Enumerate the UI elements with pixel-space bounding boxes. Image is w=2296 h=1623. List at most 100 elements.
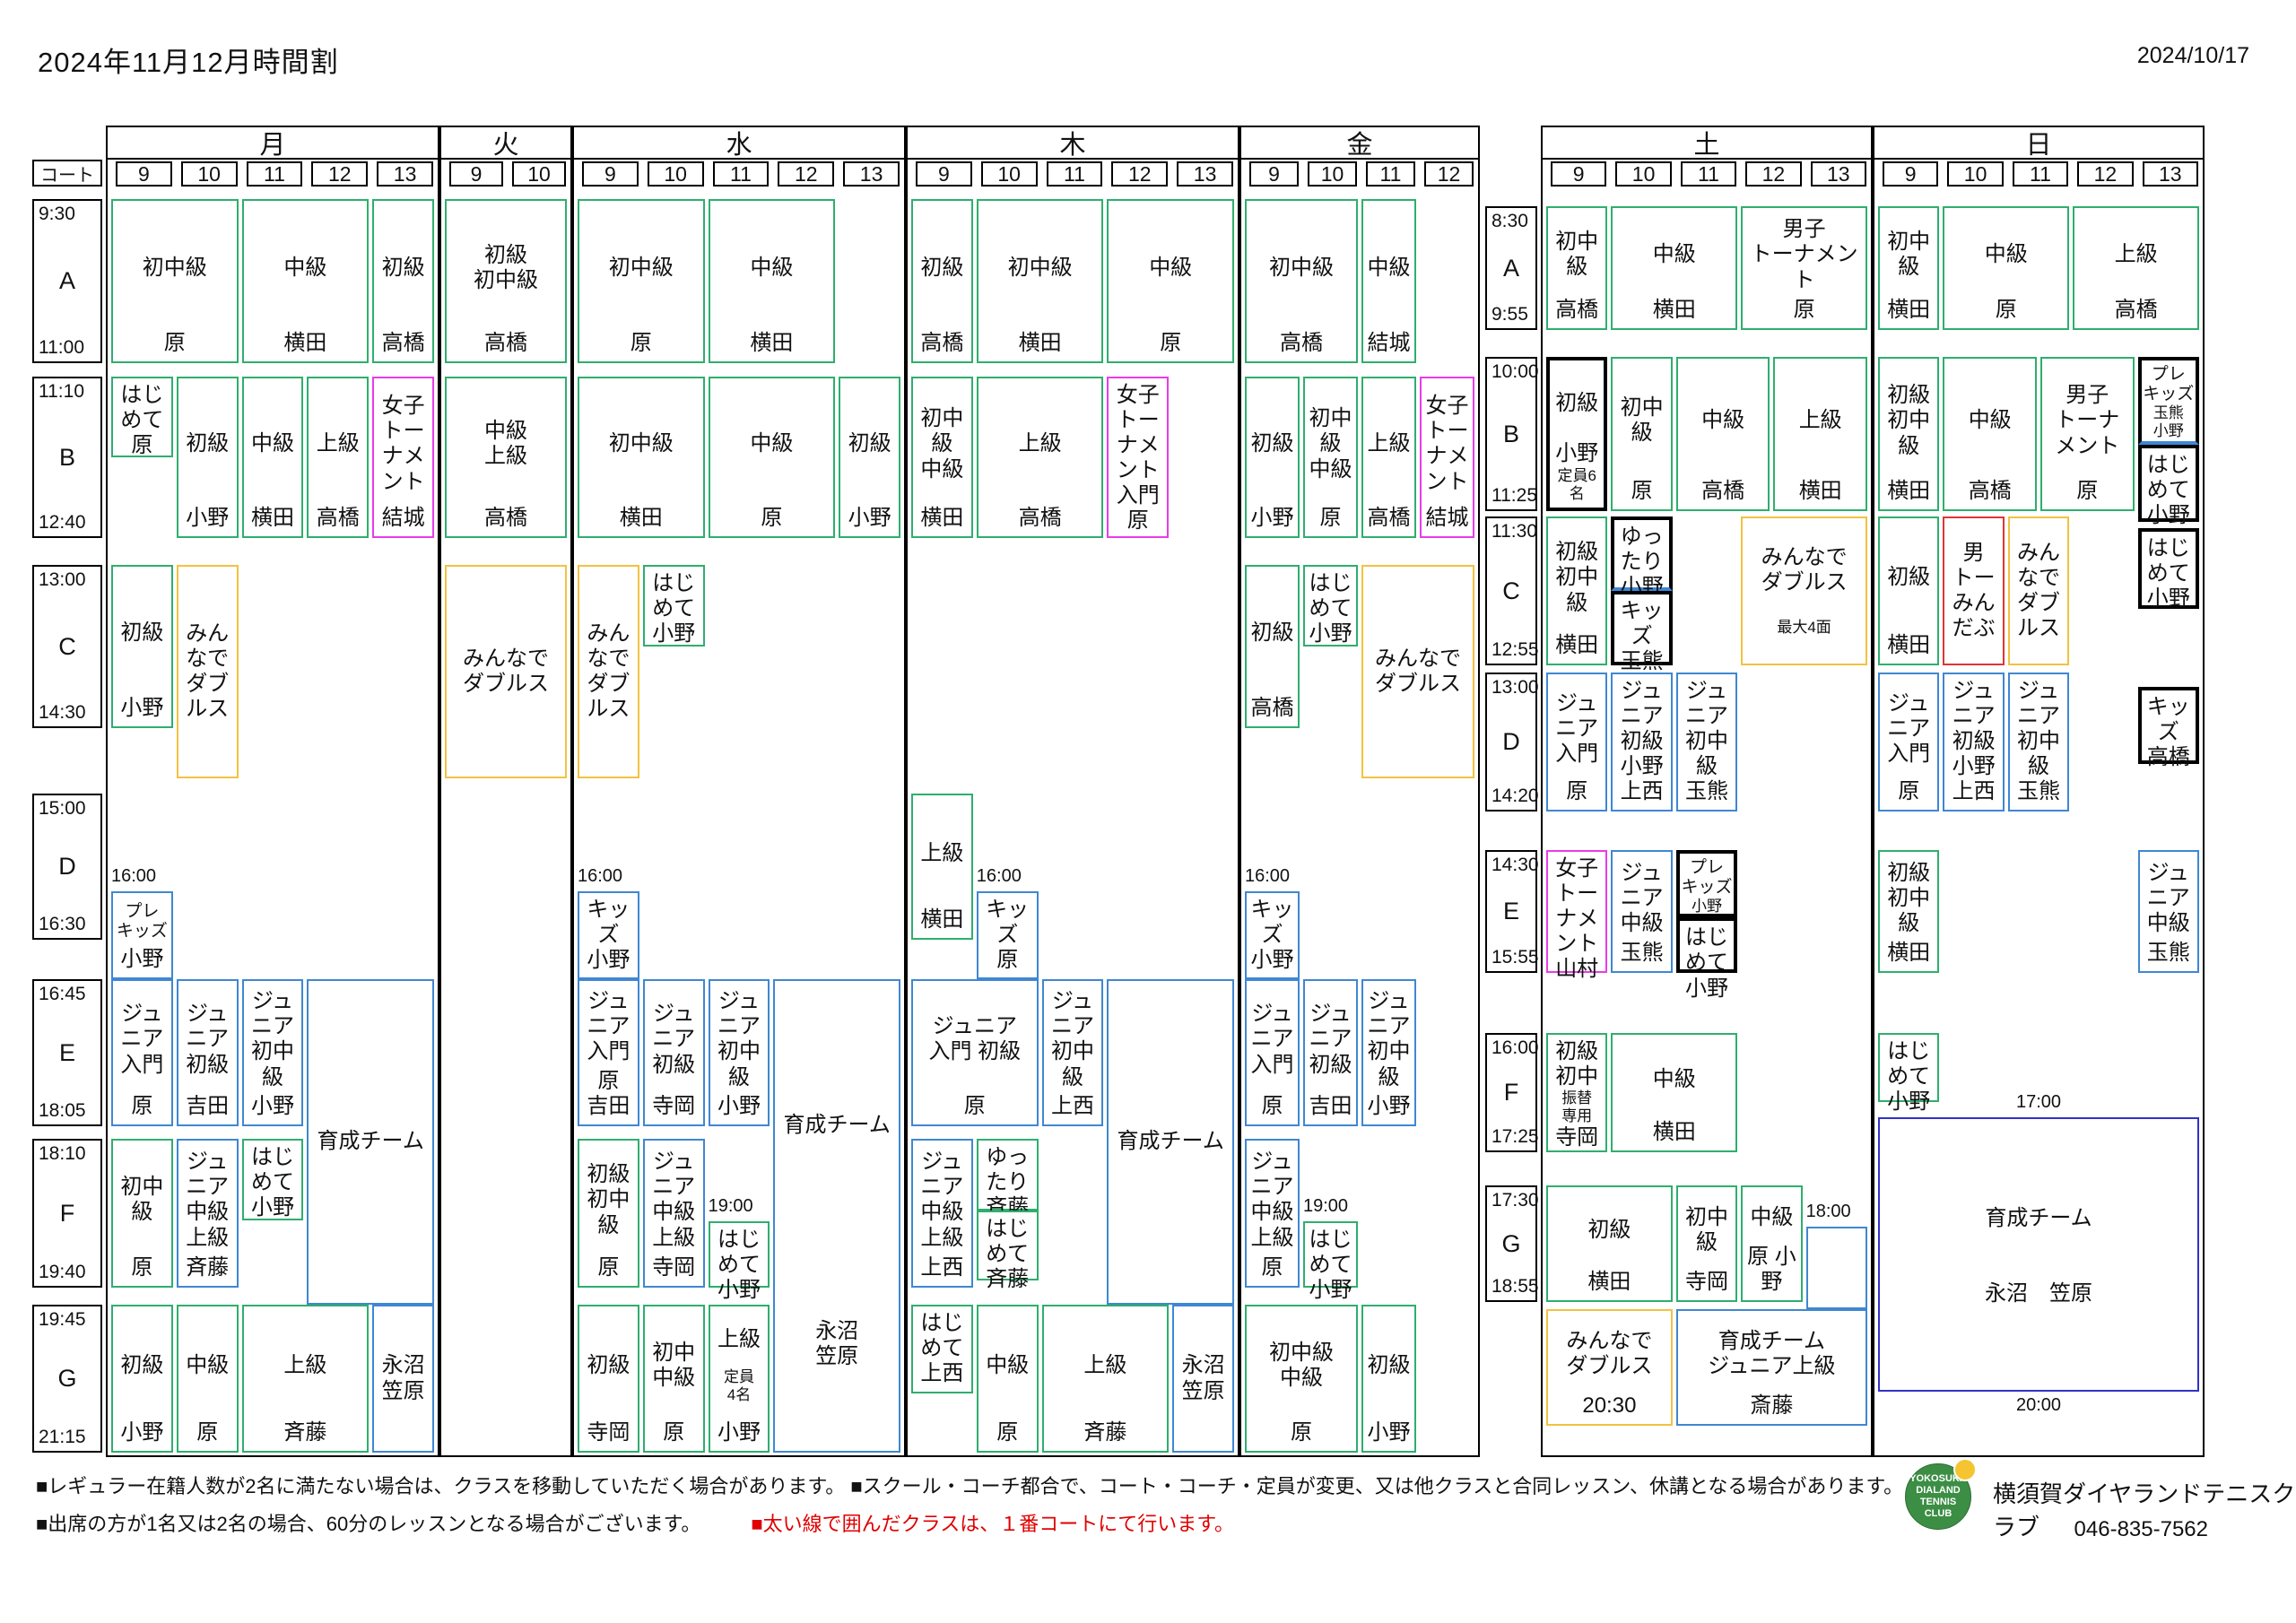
row-letter: F [59,1199,75,1227]
coach-name: 横田 [283,330,327,355]
class-name: 初中 級 中級 [1309,406,1352,482]
class-box: はじ めて 小野 [642,565,705,647]
row-start-time: 8:30 [1492,211,1528,231]
class-box: 上級 高橋 [307,377,370,538]
class-name: ジュ ニア 入門 [1887,690,1931,766]
class-name: ジュ ニア 初中 級 [2016,679,2060,779]
class-name: ジュ ニア 中級 [1620,860,1664,935]
court-number: 12 [311,161,369,187]
class-box: プレ キッズ 小野 [111,891,173,979]
time-row-left-D: 15:00 D 16:30 [32,794,102,940]
row-letter: G [57,1365,77,1392]
coach-name: 原 [196,1419,219,1445]
coach-name: 永沼 笠原 [815,1319,859,1369]
class-note: 振替 専用 [1561,1089,1593,1125]
class-box: みん なで ダブ ルス [578,565,639,779]
coach-name: 原 [630,330,652,355]
coach-name: 結城 [381,505,425,530]
court-number: 11 [712,161,770,187]
class-box: ジュ ニア 入門原 [1245,979,1300,1126]
class-name: ジュ ニア 入門 [1555,690,1599,766]
class-name: 初級 初中 [1555,1039,1599,1089]
class-name: ジュ ニア 初級 [652,1002,696,1077]
coach-name: 原 [2076,478,2099,503]
time-row-right-C: 11:30 C 12:55 [1485,516,1539,665]
coach-name: 玉熊 [1684,779,1728,804]
class-box: 中級 上級 高橋 [445,377,567,538]
coach-name: 原 [1898,778,1920,803]
class-box: 上級 定員 4名 小野 [708,1305,770,1453]
class-box: プレ キッズ 玉熊 小野 [2137,357,2199,446]
row-letter: D [1502,728,1520,755]
coach-name: 玉熊 小野 [2152,404,2184,440]
class-box: キッ ズ玉熊 [1611,591,1673,673]
class-name: はじ めて [1309,571,1352,621]
court-number: 9 [116,161,172,187]
coach-name: 横田 [1798,478,1842,503]
class-box: ジュ ニア 初級 小野 上西 [1943,673,2005,812]
coach-name: 小野 [717,1278,761,1303]
class-name: 初級 初中級 [474,242,538,292]
coach-name: 小野 [1887,1089,1931,1115]
coach-name: 上西 [920,1361,964,1386]
class-box: ジュ ニア 初中 級小野 [241,979,304,1126]
class-name: 上級 [1083,1352,1127,1377]
row-start-time: 15:00 [39,798,86,819]
class-name: 初級 [120,621,164,646]
coach-name: 小野 [717,1093,761,1118]
class-box: ジュ ニア 中級 玉熊 [2137,850,2199,973]
time-row-left-E: 16:45 E 18:05 [32,979,102,1126]
class-name: ジュ ニア 中級 上級 [186,1150,230,1250]
class-name: みんなで ダブルス [1761,545,1848,595]
club-phone: 046-835-7562 [2074,1517,2208,1541]
class-box: ジュ ニア 入門原 [1546,673,1608,812]
class-name: 育成チーム [1117,1129,1224,1154]
court-number: 11 [2012,161,2069,187]
coach-name: 小野 [1250,505,1294,530]
court-number: 13 [2142,161,2198,187]
class-box: キッ ズ原 [976,891,1039,979]
class-box: 初中級 横田 [578,377,705,538]
class-box: はじ めて 小野 [1878,1033,1940,1114]
class-box: 初級 寺岡 [578,1305,639,1453]
class-box: 初中級 高橋 [1546,206,1608,330]
coach-name: 永沼 笠原 [1985,1281,2092,1306]
row-end-time: 11:25 [1492,485,1537,506]
row-end-time: 18:05 [39,1100,86,1121]
class-name: 永沼 笠原 [381,1353,425,1403]
coach-name: 原 [1291,1419,1312,1445]
club-name: 横須賀ダイヤランドテニスクラブ [1993,1480,2296,1541]
coach-name: 横田 [1652,297,1696,322]
class-name: 上級 [2114,242,2158,267]
time-mark: 16:00 [111,866,157,886]
time-row-left-F: 18:10 F 19:40 [32,1139,102,1288]
class-box: 初中 級 中級 横田 [911,377,973,538]
row-letter: B [1502,420,1519,447]
coach-name: 原 [963,1093,986,1118]
day-header-mon: 月 [108,127,438,160]
coach-name: 原 [163,330,186,355]
court-number: 9 [582,161,639,187]
class-box: 永沼 笠原 [372,1305,434,1453]
coach-name: 原 [996,948,1019,973]
coach-name: 原 [1631,478,1653,503]
row-letter: B [58,443,75,471]
row-start-time: 16:00 [1492,1037,1539,1058]
class-box: 中級 結城 [1361,199,1416,363]
class-box: 上級 高橋 [976,377,1104,538]
class-name: 上級 [1018,431,1062,456]
court-number: 9 [449,161,503,187]
class-name: ゆっ たり [986,1145,1030,1195]
row-end-time: 17:25 [1492,1126,1539,1147]
row-start-time: 18:10 [39,1143,86,1164]
class-box: 育成チーム 永沼 笠原 [1878,1117,2199,1392]
class-box: 初中級 寺岡 [1675,1185,1738,1302]
class-name: はじ めて [1309,1228,1352,1278]
class-name: 中級 [750,431,794,456]
class-name: 初級 [1887,565,1931,590]
class-box: 育成チーム [307,979,434,1305]
class-name: 中級 [1750,1205,1794,1230]
class-box: みんなで ダブルス 20:30 [1546,1309,1673,1426]
class-name: ジュ ニア 中級 上級 [920,1150,964,1250]
